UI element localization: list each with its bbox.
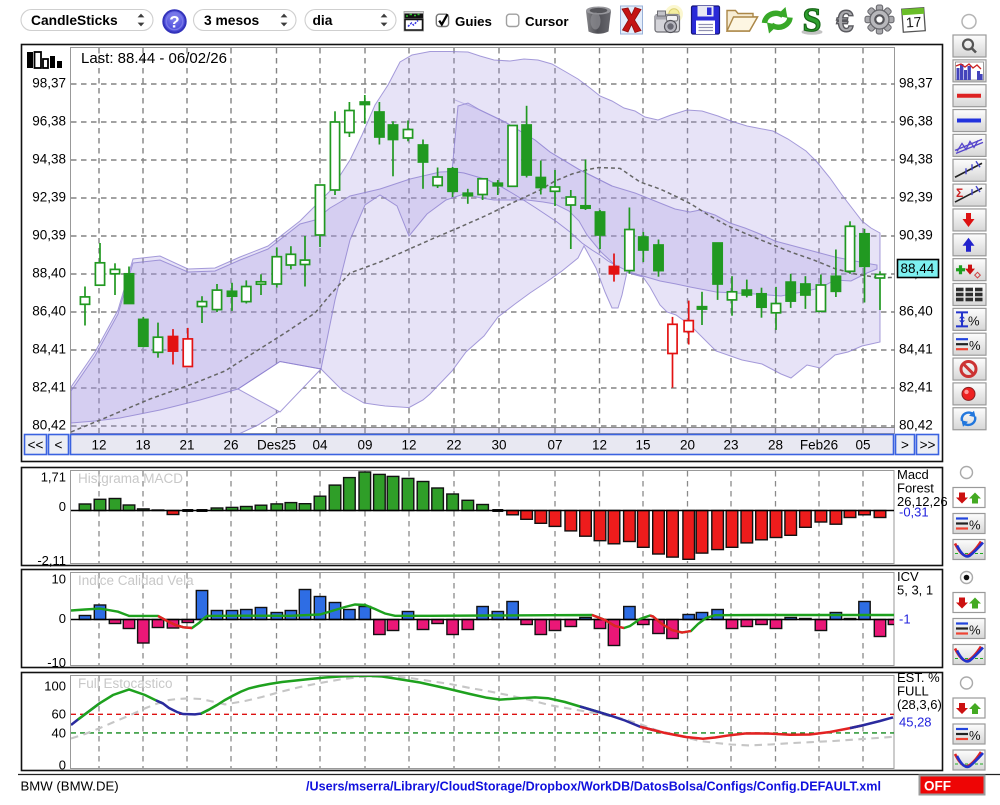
svg-text:-1: -1 [899,612,911,627]
svg-text:60: 60 [52,707,66,722]
svg-text:OFF: OFF [924,779,951,794]
svg-text:Macd: Macd [897,467,929,482]
svg-text:0: 0 [59,499,66,514]
svg-text:88,40: 88,40 [32,266,66,281]
svg-text:Forest: Forest [897,481,934,496]
svg-text:94,38: 94,38 [32,152,66,167]
svg-text:86,40: 86,40 [899,304,933,319]
svg-text:0: 0 [59,758,66,773]
svg-text:-2,11: -2,11 [37,553,66,568]
svg-text:Feb26: Feb26 [800,438,838,453]
svg-text:21: 21 [179,438,194,453]
svg-text:%: % [969,518,981,533]
svg-text:92,39: 92,39 [32,190,66,205]
svg-text:94,38: 94,38 [899,152,933,167]
svg-text:Indice Calidad Vela: Indice Calidad Vela [78,573,194,588]
svg-text:22: 22 [446,438,461,453]
svg-text:28: 28 [768,438,783,453]
svg-text:(28,3,6): (28,3,6) [897,697,942,712]
svg-text:dia: dia [313,13,333,28]
svg-text:0: 0 [59,611,66,626]
svg-text:-0,31: -0,31 [899,505,929,520]
svg-text:07: 07 [547,438,562,453]
svg-text:<<: << [28,438,44,453]
svg-text:BMW (BMW.DE): BMW (BMW.DE) [21,779,119,794]
svg-text:98,37: 98,37 [32,76,66,91]
svg-text:80,42: 80,42 [32,418,66,433]
svg-text:<: < [55,438,63,453]
svg-text:90,39: 90,39 [899,228,933,243]
svg-text:96,38: 96,38 [899,114,933,129]
svg-text:98,37: 98,37 [899,76,933,91]
svg-text:Guies: Guies [455,14,492,29]
svg-text:%: % [969,338,981,353]
svg-text:Histgrama MACD: Histgrama MACD [78,471,183,486]
svg-text:26,12,26: 26,12,26 [897,494,948,509]
svg-text:Cursor: Cursor [525,14,569,29]
svg-text:/Users/mserra/Library/CloudSto: /Users/mserra/Library/CloudStorage/Dropb… [306,779,881,794]
svg-text:3 mesos: 3 mesos [204,13,260,28]
svg-text:10: 10 [52,572,66,587]
svg-text:96,38: 96,38 [32,114,66,129]
svg-text:%: % [968,313,980,328]
svg-text:23: 23 [723,438,738,453]
svg-text:17: 17 [905,13,922,30]
svg-text:12: 12 [592,438,607,453]
svg-text:5, 3, 1: 5, 3, 1 [897,583,933,598]
svg-text:>>: >> [920,438,936,453]
svg-text:100: 100 [44,679,66,694]
svg-text:84,41: 84,41 [899,342,933,357]
svg-text:Des25: Des25 [257,438,296,453]
svg-text:1,71: 1,71 [41,470,66,485]
svg-text:-10: -10 [47,655,66,670]
svg-text:88,44: 88,44 [901,261,935,276]
svg-text:05: 05 [855,438,870,453]
svg-text:€: € [836,4,853,39]
svg-text:92,39: 92,39 [899,190,933,205]
svg-text:S: S [803,2,822,39]
svg-text:12: 12 [91,438,106,453]
svg-text:%: % [969,623,981,638]
svg-text:90,39: 90,39 [32,228,66,243]
svg-text:86,40: 86,40 [32,304,66,319]
svg-text:82,41: 82,41 [32,380,66,395]
svg-text:15: 15 [635,438,650,453]
svg-text:FULL: FULL [897,684,929,699]
svg-text:20: 20 [680,438,695,453]
svg-text:26: 26 [223,438,238,453]
svg-text:80,42: 80,42 [899,418,933,433]
svg-text:30: 30 [491,438,506,453]
svg-text:40: 40 [52,726,66,741]
svg-text:12: 12 [401,438,416,453]
svg-text:Full Estocastico: Full Estocastico [78,676,173,691]
svg-text:45,28: 45,28 [899,715,932,730]
svg-text:82,41: 82,41 [899,380,933,395]
svg-text:EST. %: EST. % [897,670,940,685]
svg-text:Last: 88.44 - 06/02/26: Last: 88.44 - 06/02/26 [81,50,227,67]
svg-text:ICV: ICV [897,569,919,584]
svg-text:04: 04 [312,438,328,453]
svg-text:?: ? [169,13,179,32]
svg-text:%: % [969,728,981,743]
svg-text:18: 18 [135,438,150,453]
svg-text:CandleSticks: CandleSticks [31,13,118,28]
svg-text:>: > [901,438,909,453]
svg-text:84,41: 84,41 [32,342,66,357]
svg-text:09: 09 [357,438,372,453]
svg-text:Σ: Σ [956,186,963,200]
